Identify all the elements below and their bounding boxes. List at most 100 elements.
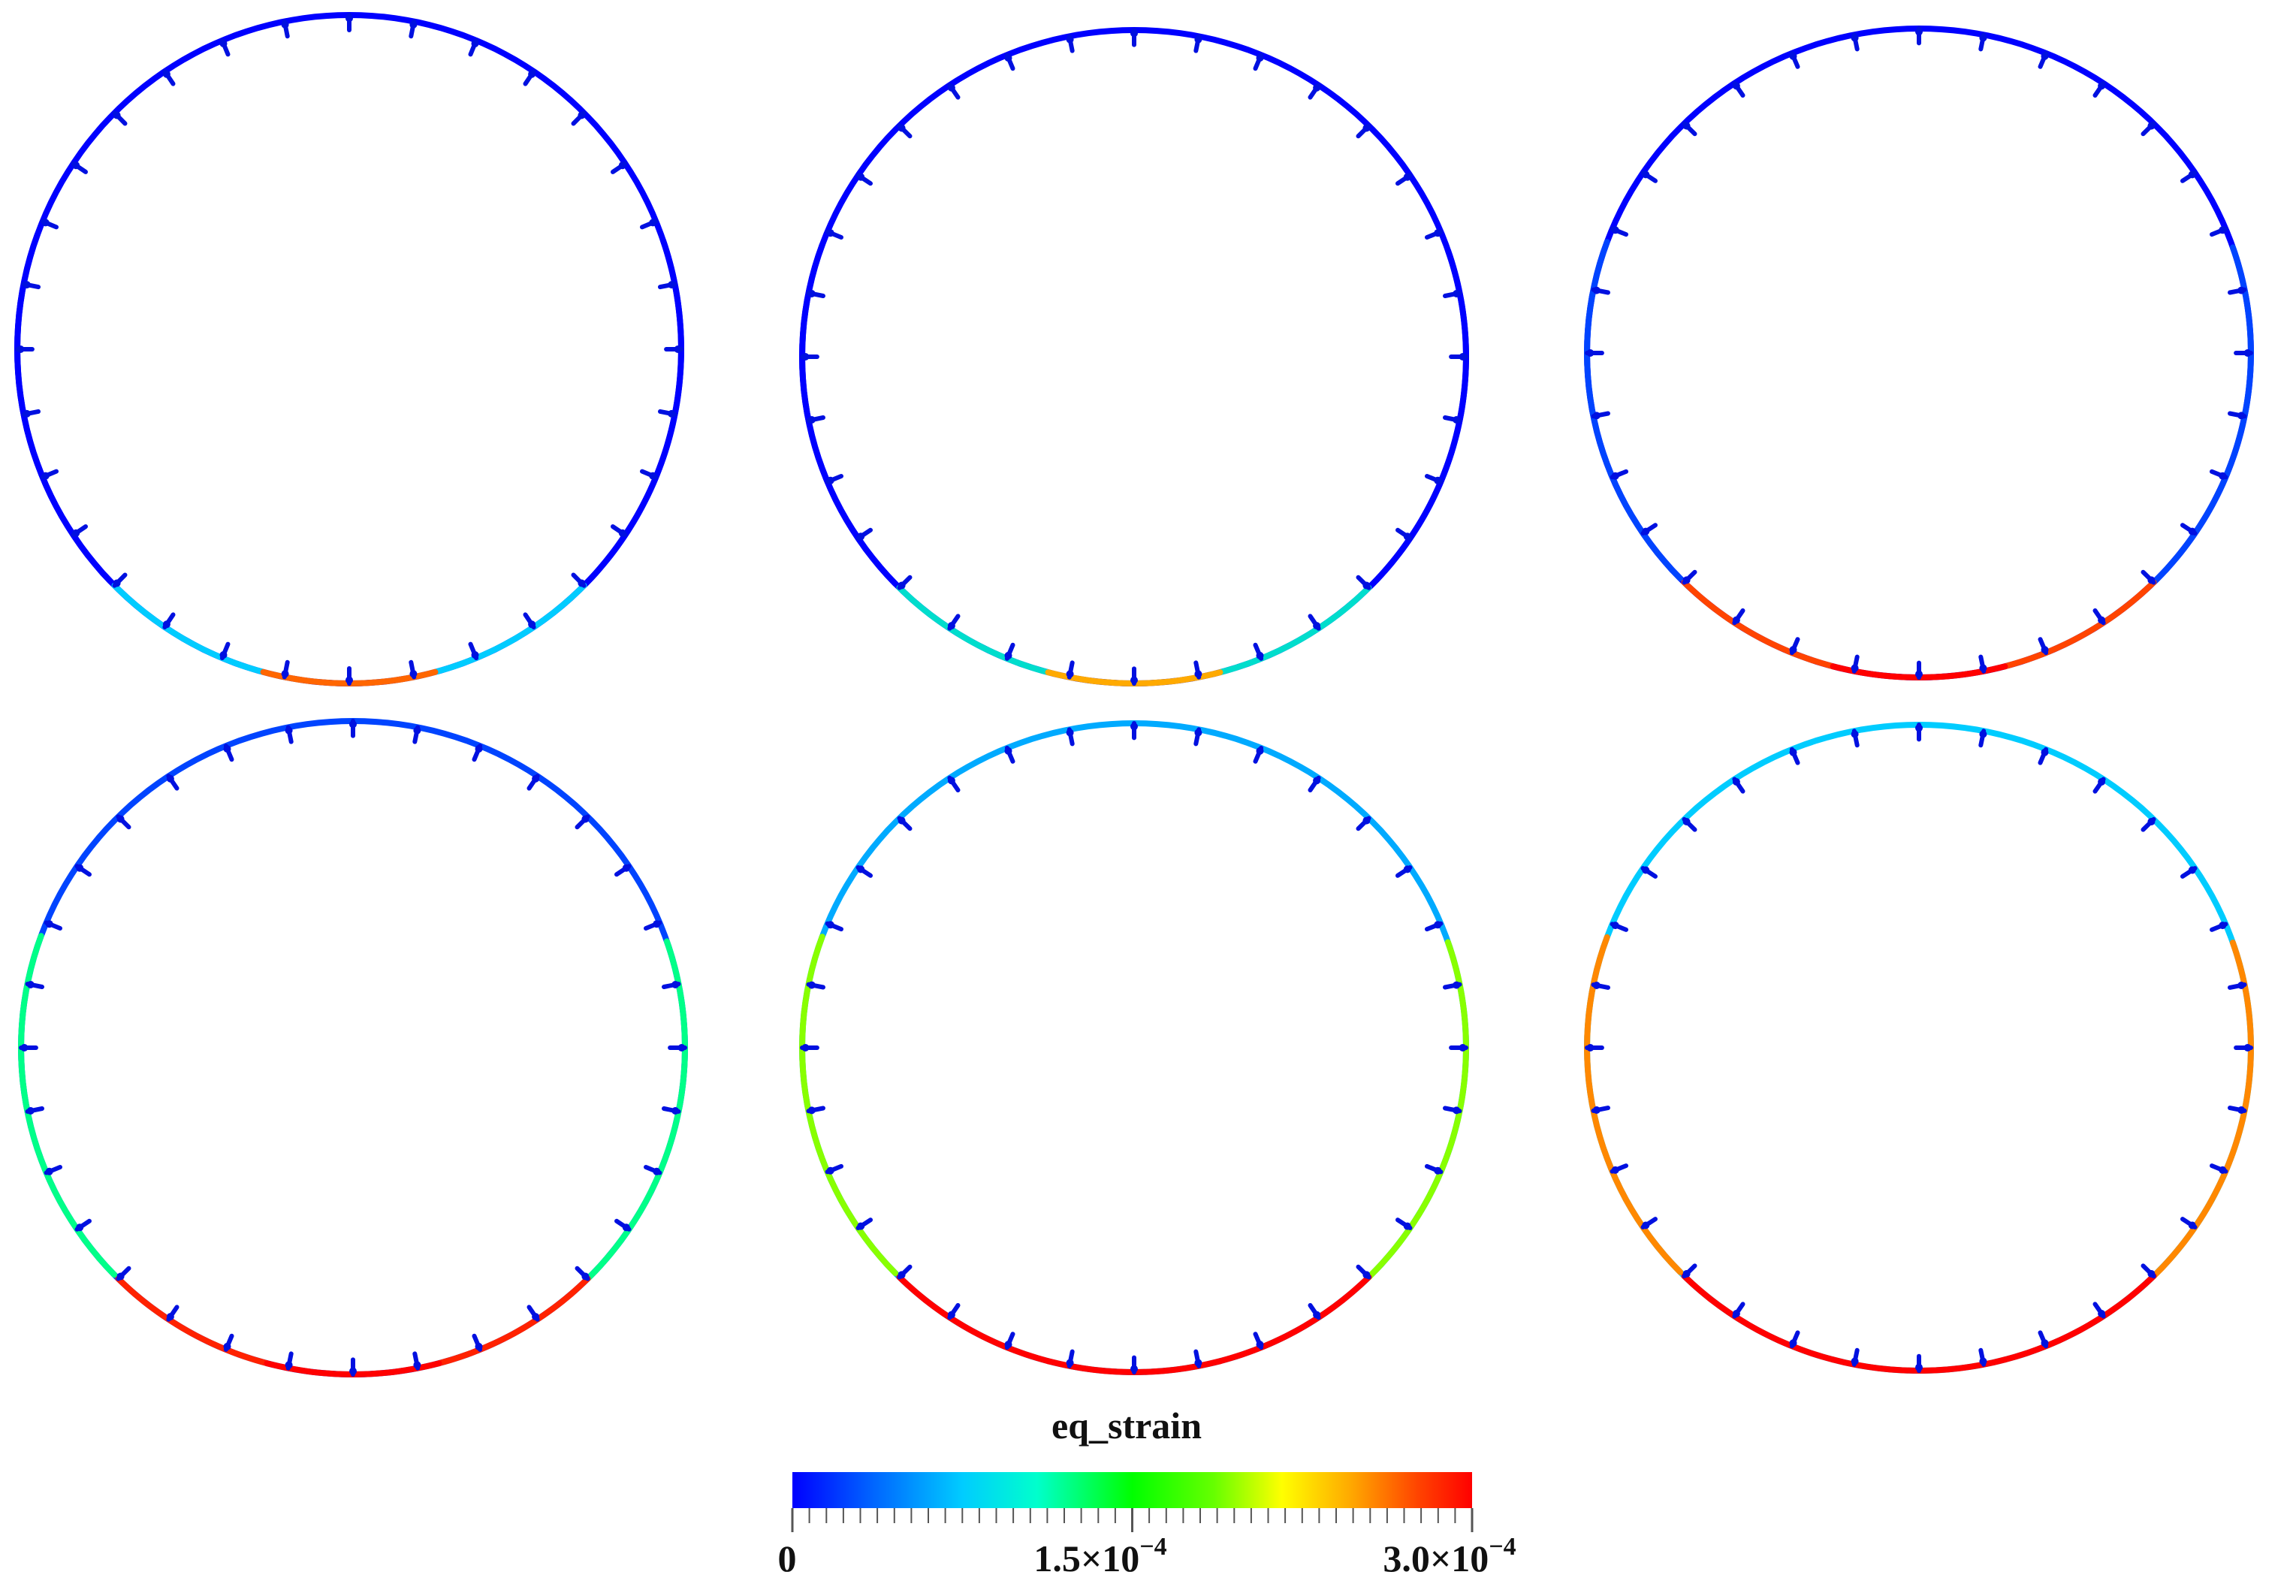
rock-bolt-head [349,1367,357,1375]
rock-bolt-head [409,670,418,678]
rock-bolt-head [2237,1106,2246,1114]
rock-bolt-head [2237,412,2246,420]
rock-bolt-head [2147,122,2156,130]
lining-haunch-right [2002,579,2157,670]
rock-bolt-head [807,981,816,989]
rock-bolt-head [72,161,80,170]
rock-bolt-head [17,345,25,353]
rock-bolt-head [1979,730,1987,738]
rock-bolt-head [2219,472,2227,480]
rock-bolt-head [23,281,31,289]
rock-bolt-head [1130,29,1138,38]
rock-bolt-head [578,111,586,119]
rock-bolt-head [1851,1357,1859,1365]
rock-bolt-head [413,726,421,735]
rock-bolt-head [801,1044,810,1051]
rock-bolt-head [532,1313,540,1321]
rock-bolt-head [1611,1166,1619,1174]
rock-bolt-head [475,1342,483,1350]
rock-bolt-head [653,920,661,928]
rock-bolt-head [857,865,865,873]
rock-bolt-head [1434,1166,1442,1175]
rock-bolt-head [1130,1365,1138,1373]
lining-haunch-right [432,582,587,675]
rock-bolt-head [1592,1106,1601,1114]
rock-bolt-head [528,620,536,629]
rock-bolt-head [1130,676,1138,684]
rock-bolt-head [1004,1341,1012,1349]
rock-bolt-head [578,579,586,587]
rock-bolt-head [1313,622,1321,630]
lining-sidewall-right [1365,247,1469,591]
rock-bolt-head [1682,122,1691,130]
rock-bolt-head [1789,52,1797,60]
rock-bolt-head [2098,616,2106,624]
rock-bolt-head [45,920,53,928]
rock-bolt-head [471,40,479,47]
rock-bolt-head [528,70,536,78]
rock-bolt-head [1732,1310,1740,1317]
rock-bolt-head [1453,1106,1461,1115]
rock-bolt-head [1915,724,1923,732]
rock-bolt-head [1434,229,1442,237]
rock-bolt-head [2243,1044,2252,1051]
rock-bolt-head [1611,472,1619,480]
rock-bolt-head [801,353,810,361]
rock-bolt-head [581,815,590,823]
rock-bolt-head [1434,921,1442,929]
rock-bolt-head [826,921,834,929]
rock-bolt-head [2147,576,2156,584]
rock-bolt-head [41,472,50,480]
rock-bolt-head [1642,1221,1650,1229]
rock-bolt-head [349,720,357,729]
rock-bolt-head [947,1311,955,1319]
rock-bolt-head [857,1222,865,1230]
rock-bolt-head [409,20,418,29]
rock-bolt-head [2219,226,2227,234]
rock-bolt-head [2041,1339,2049,1347]
rock-bolt-head [162,620,170,629]
rock-bolt-head [1732,616,1740,624]
rock-bolt-head [1851,730,1859,738]
rock-bolt-head [1915,1363,1923,1371]
lining-sidewall-right [584,938,688,1282]
rock-bolt-head [677,1044,686,1051]
rock-bolt-head [1256,747,1264,755]
rock-bolt-head [1194,729,1202,737]
rock-bolt-head [26,1107,35,1115]
rock-bolt-head [1362,1271,1371,1279]
rock-bolt-head [2219,1166,2227,1174]
rock-bolt-head [1453,981,1461,989]
rock-bolt-head [413,1361,421,1369]
rock-bolt-head [1979,34,1987,42]
rock-bolt-head [898,1271,906,1279]
rock-bolt-head [72,529,80,537]
rock-bolt-head [1403,173,1411,181]
rock-bolt-head [2041,52,2049,60]
rock-bolt-head [898,816,906,825]
lining-sidewall-left [1583,239,1684,582]
rock-bolt-head [166,774,174,783]
rock-bolt-head [2188,1221,2196,1229]
rock-bolt-head [618,529,626,537]
rock-bolt-head [41,219,50,227]
rock-bolt-head [1592,982,1601,989]
rock-bolt-head [947,777,955,785]
rock-bolt-head [2098,1310,2106,1317]
lining-haunch-right [436,1275,591,1367]
rock-bolt-head [1066,35,1074,44]
colorbar: eq_strain 0 1.5×10−4 3.0×10−4 [778,1404,1516,1579]
rock-bolt-head [1256,54,1264,62]
rock-bolt-head [1979,664,1987,672]
rock-bolt-head [1130,723,1138,731]
lining-sidewall-right [581,237,684,589]
lining-sidewall-right [1365,939,1469,1281]
colorbar-tick-min: 0 [778,1537,797,1579]
rock-bolt-head [1851,34,1859,42]
rock-bolt-head [2188,866,2196,874]
rock-bolt-head [1256,651,1264,659]
rock-bolt-head [281,670,289,678]
lining-sidewall-left [17,933,118,1278]
rock-bolt-head [285,1361,293,1369]
